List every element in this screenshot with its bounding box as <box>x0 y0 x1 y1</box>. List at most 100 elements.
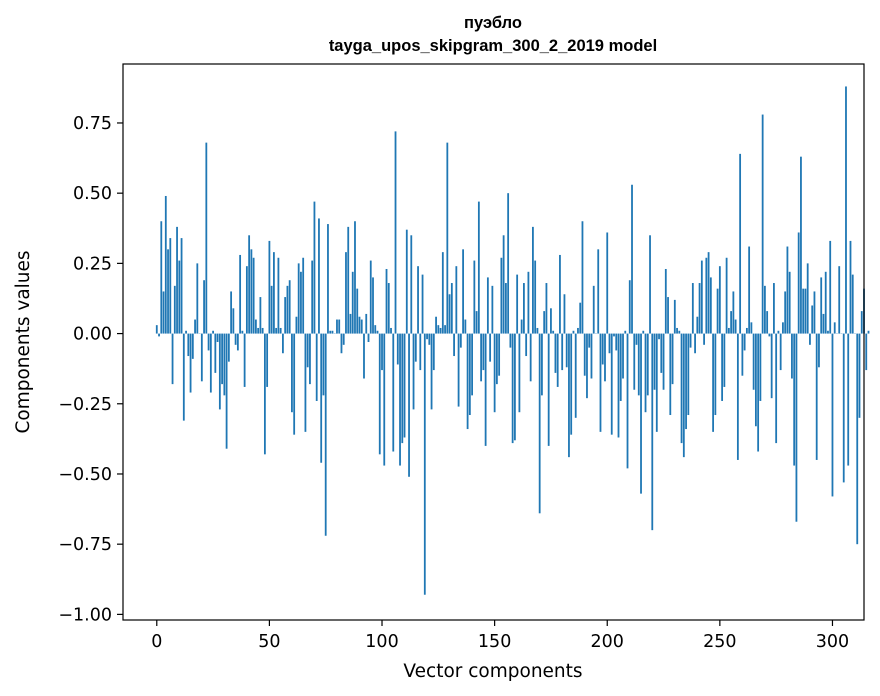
bar-278 <box>782 322 784 334</box>
chart-subtitle: tayga_upos_skipgram_300_2_2019 model <box>329 37 657 55</box>
bar-164 <box>525 333 528 357</box>
bar-129 <box>446 142 449 334</box>
bar-128 <box>444 325 446 334</box>
bar-280 <box>786 246 789 334</box>
bar-22 <box>205 142 208 334</box>
bar-25 <box>212 330 214 334</box>
y-tick-label: −0.25 <box>58 395 112 415</box>
bar-157 <box>509 333 512 348</box>
bar-20 <box>200 333 203 382</box>
bar-77 <box>329 330 332 334</box>
x-axis-ticks: 0 50 100 150 200 250 300 <box>151 620 849 652</box>
bar-15 <box>189 333 192 393</box>
bar-41 <box>248 235 251 334</box>
bar-158 <box>511 333 514 444</box>
bar-63 <box>297 263 300 334</box>
bar-297 <box>824 271 827 334</box>
bar-239 <box>694 333 696 354</box>
bar-274 <box>773 283 775 334</box>
bar-169 <box>536 327 539 334</box>
bar-152 <box>498 333 501 376</box>
y-tick-label: 0.75 <box>73 114 112 134</box>
bar-199 <box>604 333 606 382</box>
bar-155 <box>504 283 507 334</box>
bar-292 <box>813 291 816 334</box>
bar-23 <box>207 333 210 351</box>
bar-313 <box>860 311 863 334</box>
bar-123 <box>432 333 435 371</box>
y-axis-label: Components values <box>13 250 34 433</box>
bar-11 <box>180 238 183 334</box>
bar-72 <box>318 218 320 334</box>
bar-179 <box>559 254 561 334</box>
bar-250 <box>718 266 721 334</box>
x-tick-label: 100 <box>365 632 398 652</box>
bar-296 <box>822 313 825 334</box>
bar-198 <box>601 333 604 365</box>
bar-238 <box>691 283 694 334</box>
bar-110 <box>403 333 406 438</box>
bar-275 <box>775 333 778 444</box>
bar-216 <box>642 330 645 334</box>
bar-259 <box>739 153 742 334</box>
bar-193 <box>590 333 593 379</box>
bar-246 <box>709 277 712 334</box>
bar-74 <box>322 333 325 396</box>
chart-title: пуэбло <box>464 14 522 32</box>
bar-267 <box>757 333 760 452</box>
bar-218 <box>646 333 649 396</box>
bar-200 <box>606 232 609 334</box>
bar-311 <box>856 333 859 545</box>
bar-62 <box>295 316 298 334</box>
bar-70 <box>313 201 316 334</box>
bar-253 <box>725 257 728 334</box>
bar-170 <box>538 333 541 514</box>
bar-281 <box>788 271 791 334</box>
bar-131 <box>450 283 453 334</box>
bar-187 <box>577 327 579 334</box>
bar-151 <box>495 333 498 385</box>
bar-121 <box>428 333 431 345</box>
bar-106 <box>394 131 397 334</box>
bar-276 <box>777 330 780 334</box>
bar-285 <box>797 232 800 334</box>
bar-233 <box>680 333 683 444</box>
bar-58 <box>286 285 289 334</box>
y-tick-label: 0.50 <box>73 184 112 204</box>
bar-134 <box>457 333 460 407</box>
bar-21 <box>203 280 205 334</box>
bar-137 <box>464 319 467 334</box>
bar-146 <box>484 333 487 446</box>
x-tick-label: 0 <box>151 632 162 652</box>
bar-10 <box>178 260 181 334</box>
bar-86 <box>349 313 352 334</box>
x-tick-label: 300 <box>816 632 849 652</box>
bar-172 <box>543 311 546 334</box>
bar-116 <box>417 266 419 334</box>
bar-203 <box>613 333 615 337</box>
bar-194 <box>592 285 595 334</box>
bar-190 <box>583 333 586 376</box>
bar-269 <box>761 114 764 334</box>
bar-173 <box>545 283 548 334</box>
bar-55 <box>279 327 282 334</box>
bar-46 <box>259 297 262 334</box>
bar-124 <box>435 316 437 334</box>
bar-227 <box>667 297 669 334</box>
bar-84 <box>345 252 347 334</box>
bar-59 <box>288 280 291 334</box>
bar-45 <box>257 327 260 334</box>
bar-76 <box>327 224 329 334</box>
bar-166 <box>529 333 532 382</box>
bar-257 <box>734 319 737 334</box>
bar-171 <box>541 333 543 396</box>
bar-244 <box>705 257 708 334</box>
bar-87 <box>351 271 354 334</box>
bar-221 <box>653 333 656 390</box>
bar-184 <box>570 333 573 435</box>
bar-6 <box>169 238 172 334</box>
bar-167 <box>532 226 534 334</box>
bar-315 <box>865 333 868 371</box>
bar-241 <box>698 283 701 334</box>
bar-254 <box>727 327 730 334</box>
